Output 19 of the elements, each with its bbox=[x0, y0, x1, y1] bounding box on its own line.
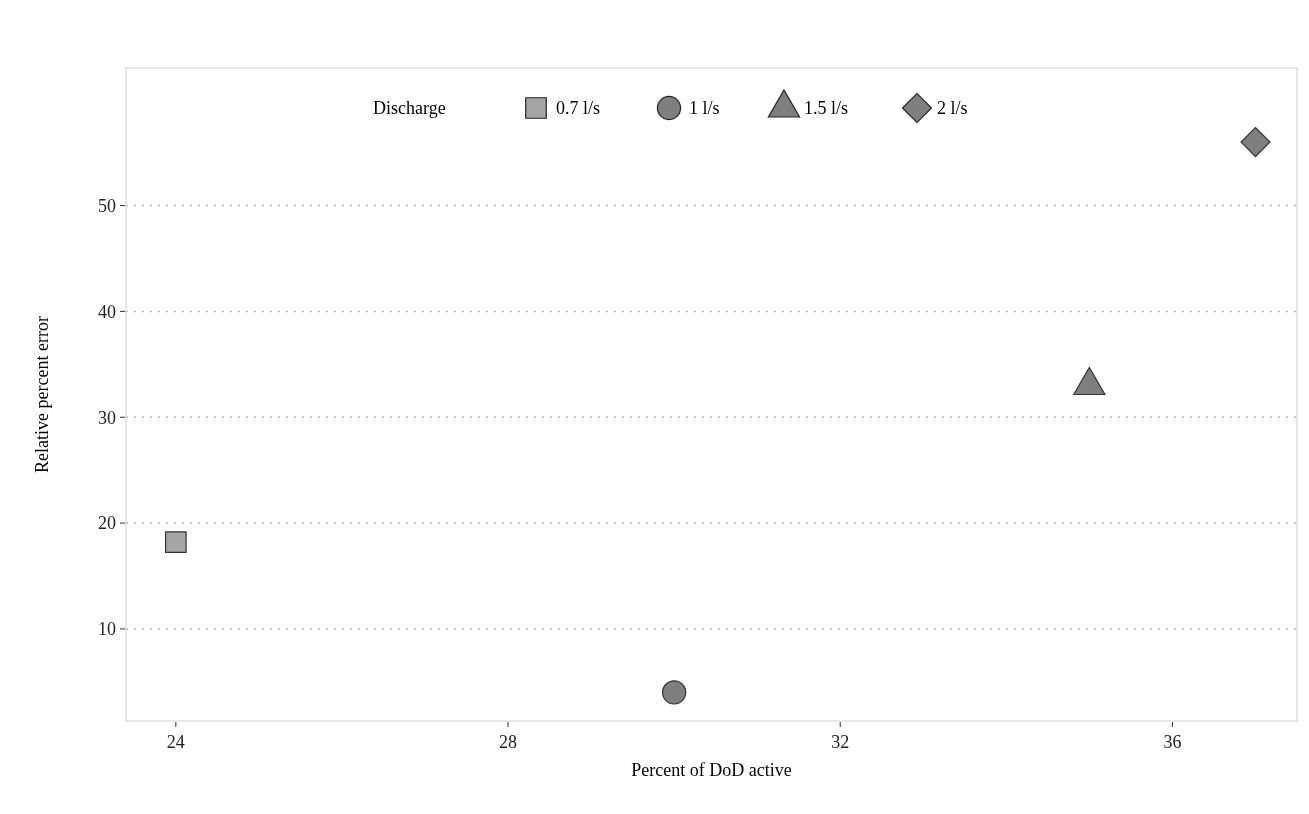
y-tick-label: 50 bbox=[98, 195, 116, 216]
y-axis-title: Relative percent error bbox=[32, 316, 52, 473]
x-axis-title: Percent of DoD active bbox=[631, 760, 792, 780]
y-tick-label: 10 bbox=[98, 619, 116, 640]
x-tick-label: 24 bbox=[166, 732, 185, 752]
point bbox=[1240, 126, 1271, 158]
y-tick-label: 30 bbox=[98, 407, 116, 428]
point bbox=[661, 680, 687, 705]
y-tick-label: 20 bbox=[98, 513, 116, 534]
x-tick-label: 32 bbox=[831, 732, 850, 752]
legend-label: 0.7 l/s bbox=[556, 98, 601, 119]
x-tick-label: 28 bbox=[499, 732, 518, 752]
point bbox=[164, 531, 187, 553]
legend-title: Discharge bbox=[373, 98, 446, 119]
legend-label: 1.5 l/s bbox=[804, 98, 849, 119]
legend-label: 2 l/s bbox=[937, 98, 968, 119]
y-tick-label: 40 bbox=[98, 301, 116, 322]
legend-label: 1 l/s bbox=[689, 98, 720, 119]
x-tick-label: 36 bbox=[1163, 732, 1182, 752]
